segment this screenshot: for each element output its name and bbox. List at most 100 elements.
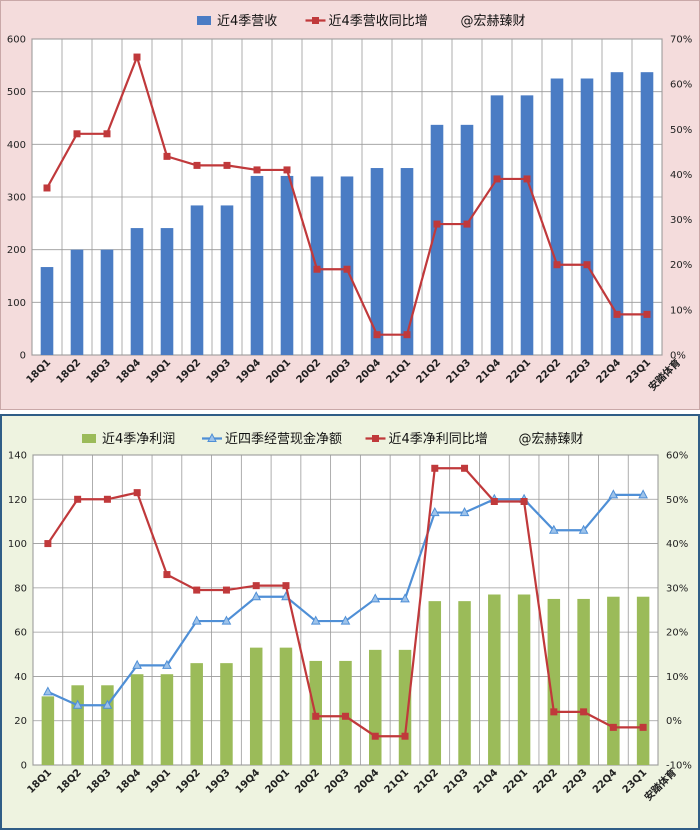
line-marker	[403, 331, 411, 339]
x-tick-label: 19Q3	[205, 357, 234, 386]
line-marker	[133, 53, 141, 61]
profit-chart-panel: 0 20 40 60 80 100 120 140 -10% 0% 10% 20% 30% 40% 50% 6…	[0, 414, 700, 830]
x-tick-label: 20Q2	[295, 357, 324, 386]
line-marker	[223, 161, 231, 169]
x-tick-label: 21Q4	[475, 357, 504, 386]
legend-note: @宏赫臻财	[519, 432, 584, 447]
y-tick-label: 100	[7, 298, 26, 309]
x-tick-label: 18Q1	[25, 357, 54, 386]
bar	[160, 674, 174, 765]
revenue-chart-panel: 0 100 200 300 400 500 600 0% 10% 20% 30% 40% 50% 60% 7…	[0, 0, 700, 410]
line-marker	[583, 261, 591, 269]
x-tick-label: 20Q2	[293, 767, 322, 796]
y-tick-label: 200	[7, 245, 26, 256]
bar	[428, 601, 442, 765]
x-tick-label: 22Q2	[531, 767, 560, 796]
y2-tick-label: 50%	[666, 495, 688, 506]
line-marker	[340, 615, 351, 625]
x-tick-label: 19Q2	[174, 767, 203, 796]
y-tick-label: 300	[7, 193, 26, 204]
revenue-chart: 0 100 200 300 400 500 600 0% 10% 20% 30% 40% 50% 60% 7…	[7, 14, 692, 393]
x-tick-label: 19Q4	[234, 767, 263, 796]
y2-tick-label: 20%	[670, 260, 692, 271]
x-tick-label: 23Q1	[625, 357, 654, 386]
x-tick-label: 22Q2	[535, 357, 564, 386]
line-marker	[74, 495, 82, 503]
line-marker	[163, 152, 171, 160]
x-tick-label: 22Q4	[595, 357, 624, 386]
bar	[220, 663, 233, 765]
y2-tick-label: 60%	[670, 80, 692, 91]
x-tick-label: 22Q3	[565, 357, 594, 386]
x-tick-label: 安踏体育	[642, 766, 679, 803]
line-marker	[44, 540, 52, 548]
line-marker	[222, 586, 230, 594]
line-marker	[162, 659, 172, 669]
bar	[190, 663, 203, 765]
line-marker	[132, 659, 143, 669]
line-marker	[461, 464, 469, 472]
y-tick-label: 20	[14, 716, 27, 727]
line-marker	[103, 130, 111, 138]
y-tick-label: 0	[21, 761, 27, 772]
x-tick-label: 22Q1	[505, 357, 534, 386]
x-tick-label: 20Q1	[264, 767, 293, 796]
y-tick-label: 0	[20, 351, 26, 362]
x-tick-label: 18Q4	[115, 767, 144, 796]
bar	[370, 168, 384, 355]
bar	[517, 594, 531, 765]
bar	[71, 685, 84, 765]
bar	[160, 228, 174, 355]
line-marker	[431, 464, 439, 472]
legend-marker	[372, 435, 379, 442]
bar	[369, 649, 382, 765]
bar	[430, 124, 444, 355]
bar	[250, 175, 264, 355]
line-marker	[221, 615, 232, 625]
line-marker	[548, 524, 559, 534]
line-marker	[312, 712, 320, 720]
line-marker	[643, 310, 651, 318]
bar	[550, 78, 564, 355]
line-marker	[252, 582, 260, 590]
y2-tick-label: 60%	[666, 451, 688, 462]
bar	[398, 649, 412, 765]
y2-tick-label: 0%	[670, 351, 686, 362]
line-marker	[400, 593, 410, 603]
y-tick-label: 600	[7, 35, 26, 46]
legend-swatch	[197, 16, 211, 25]
bar	[607, 596, 620, 765]
line-marker	[43, 184, 51, 192]
line-marker	[193, 161, 201, 169]
x-tick-label: 19Q1	[145, 767, 174, 796]
x-tick-label: 21Q3	[445, 357, 474, 386]
line-marker	[490, 498, 498, 505]
x-tick-label: 20Q4	[355, 357, 384, 386]
y2-tick-label: 20%	[666, 628, 688, 639]
line-marker	[373, 331, 381, 339]
y-tick-label: 500	[7, 87, 26, 98]
x-tick-label: 18Q4	[115, 357, 144, 386]
y2-tick-label: 50%	[670, 125, 692, 136]
line-marker	[553, 261, 561, 269]
bar	[130, 674, 144, 765]
y2-tick-label: -10%	[666, 761, 692, 772]
line-marker	[639, 723, 647, 731]
line-marker	[371, 732, 379, 740]
y2-tick-label: 30%	[670, 215, 692, 226]
line-marker	[550, 708, 558, 716]
y-tick-label: 40	[14, 672, 27, 683]
y-tick-label: 80	[14, 583, 27, 594]
line-marker	[251, 591, 262, 601]
line-marker	[313, 265, 321, 273]
bar	[520, 95, 534, 355]
y-tick-label: 60	[14, 628, 27, 639]
line-marker	[493, 175, 501, 183]
line-marker	[520, 498, 528, 505]
bar	[488, 594, 501, 765]
x-tick-label: 22Q1	[502, 767, 531, 796]
legend-marker	[312, 17, 319, 24]
line-marker	[133, 489, 141, 497]
line-marker	[193, 586, 201, 594]
x-tick-label: 18Q3	[85, 357, 114, 386]
